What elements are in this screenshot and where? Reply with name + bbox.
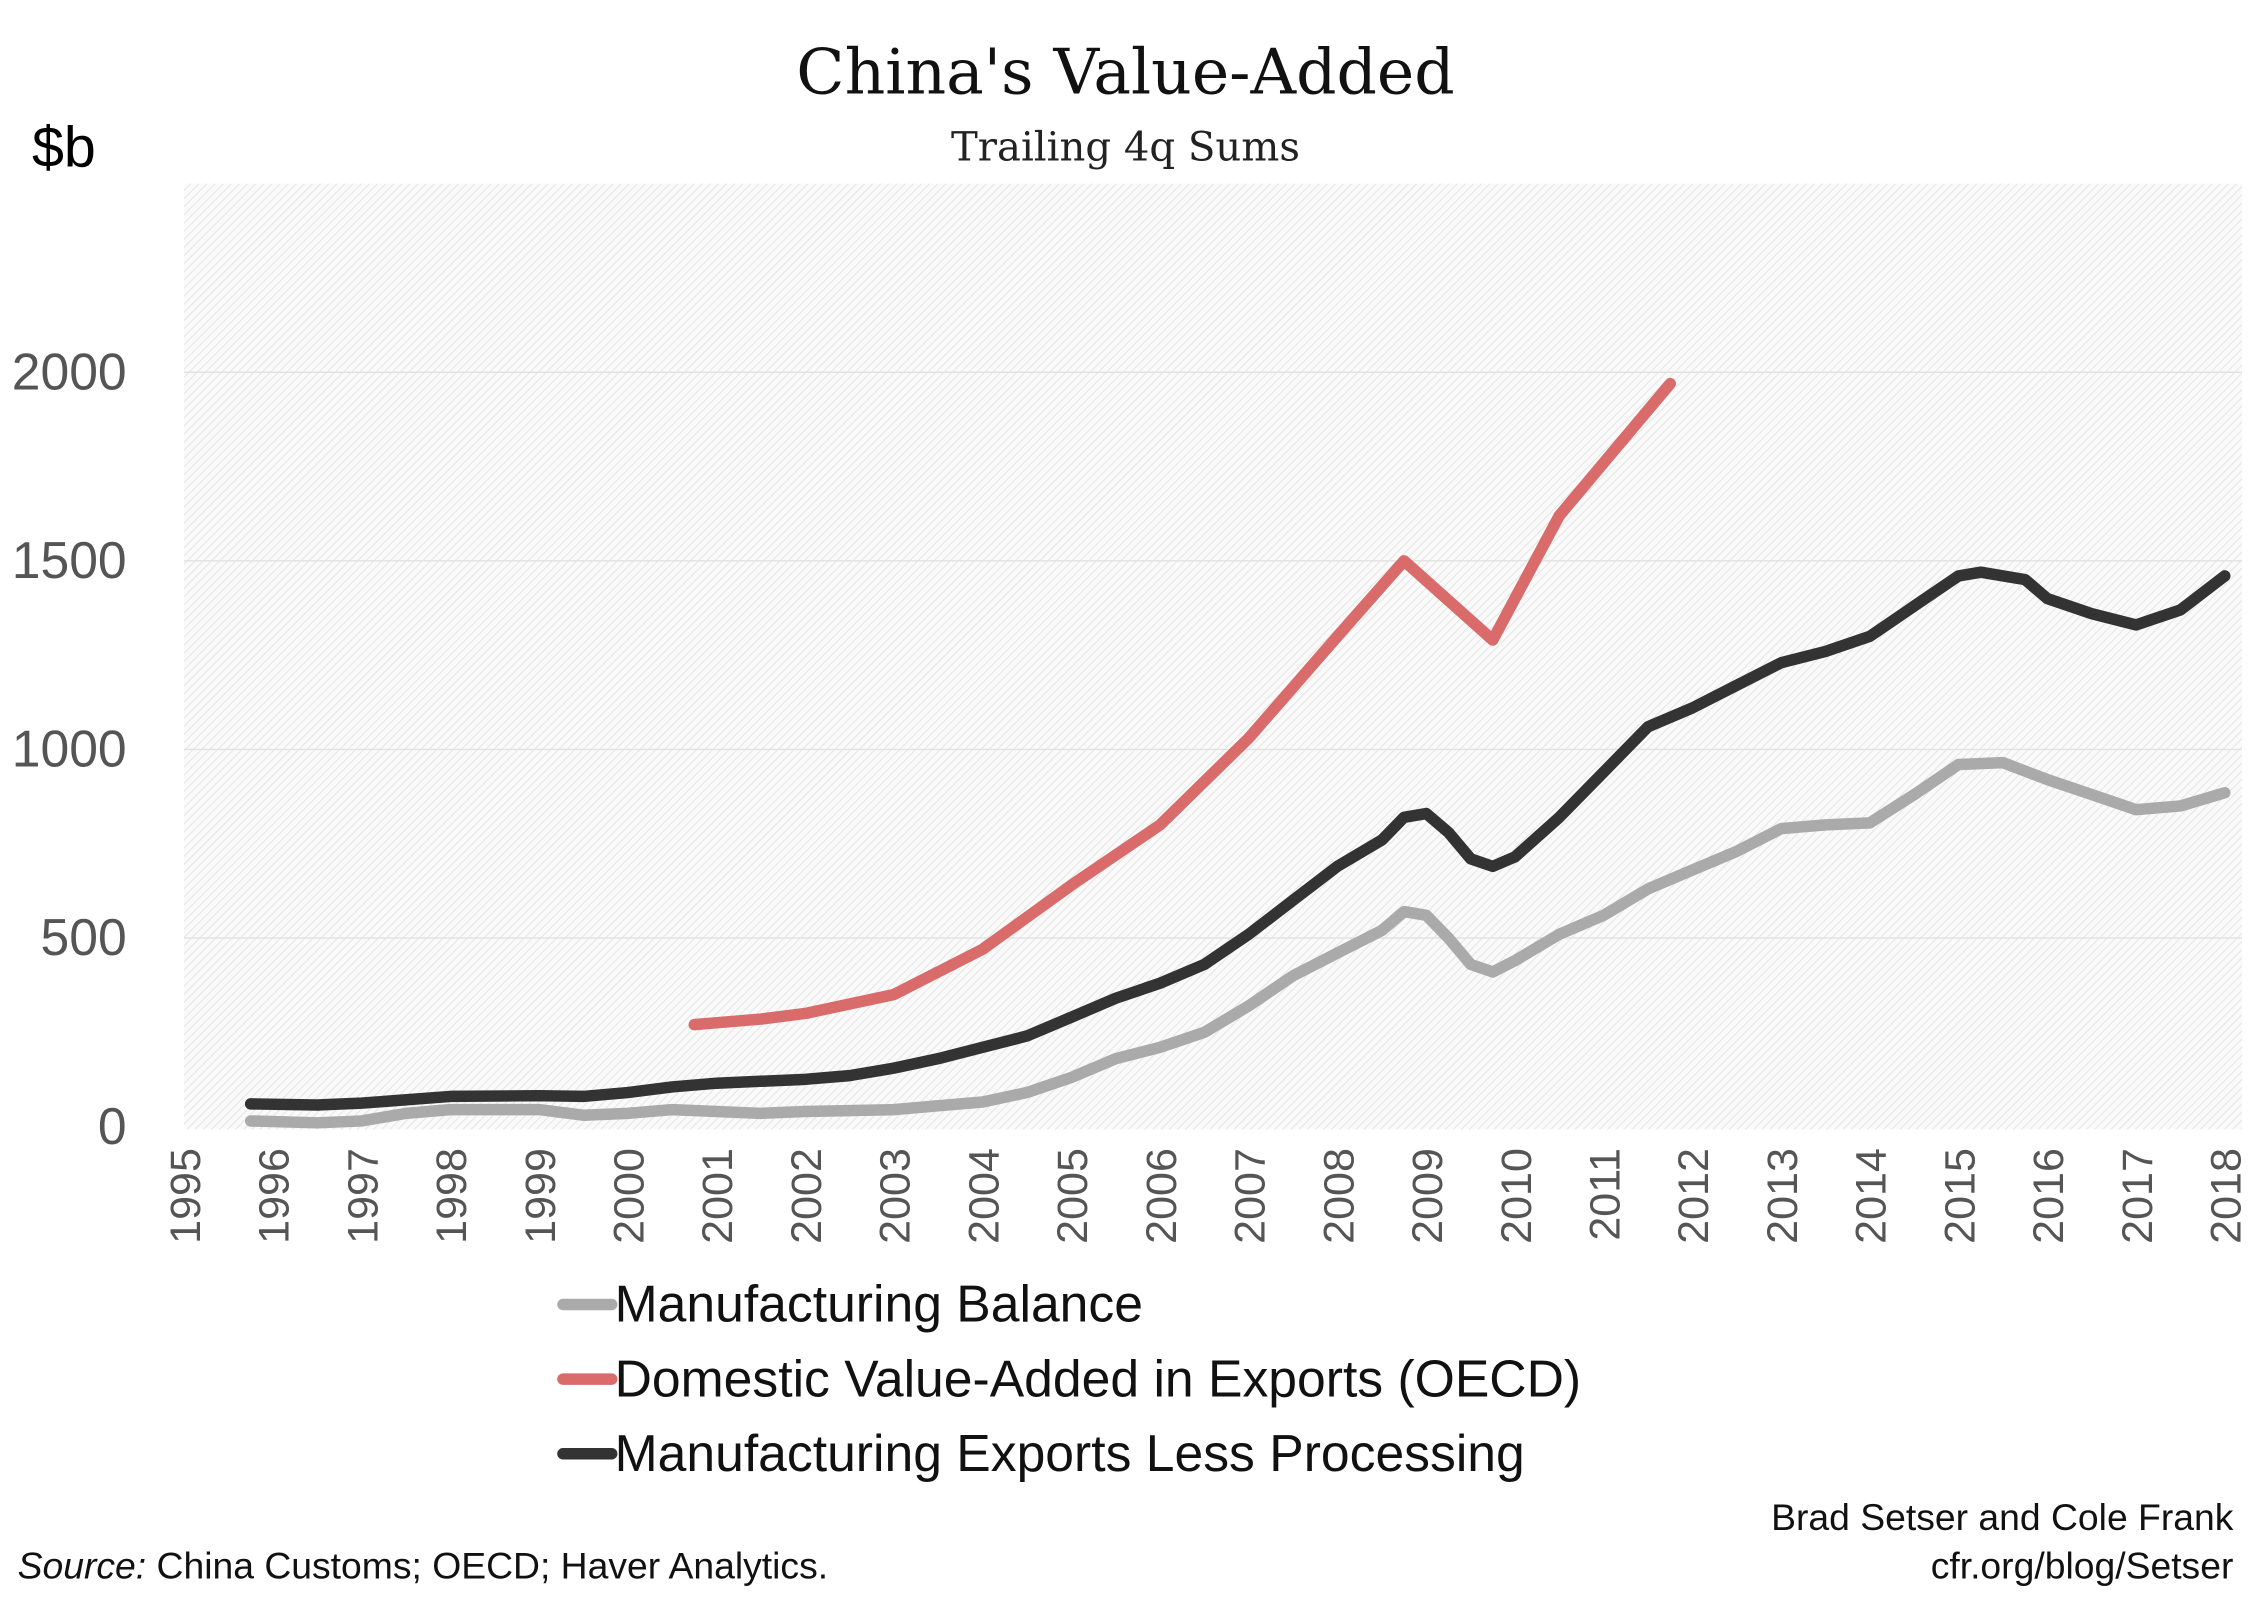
series-line-2 — [244, 566, 2231, 1111]
x-tick-label: 1999 — [517, 1148, 565, 1244]
source-label: Source: — [18, 1545, 147, 1587]
y-tick-label: 1500 — [12, 531, 127, 589]
legend-label: Manufacturing Balance — [615, 1275, 1143, 1333]
x-tick-label: 1995 — [162, 1148, 210, 1244]
x-tick-label: 2011 — [1581, 1148, 1629, 1241]
x-tick-label: 2008 — [1315, 1148, 1363, 1244]
y-tick-label: 0 — [98, 1097, 127, 1155]
x-tick-label: 2014 — [1848, 1148, 1896, 1244]
x-tick-label: 2007 — [1227, 1148, 1275, 1244]
series-line-0 — [244, 756, 2231, 1129]
x-tick-label: 2002 — [783, 1148, 831, 1244]
x-tick-label: 2009 — [1404, 1148, 1452, 1244]
x-tick-label: 1997 — [339, 1148, 387, 1244]
plot-area — [184, 183, 2243, 1130]
x-tick-label: 2012 — [1670, 1148, 1718, 1244]
x-tick-label: 1998 — [428, 1148, 476, 1244]
y-tick-label: 2000 — [12, 342, 127, 400]
y-tick-label: 1000 — [12, 720, 127, 778]
x-tick-label: 2018 — [2203, 1148, 2251, 1244]
source-note: Source: China Customs; OECD; Haver Analy… — [18, 1545, 828, 1587]
author-credit: Brad Setser and Cole Frank — [1771, 1496, 2234, 1538]
y-axis-unit: $b — [32, 115, 96, 179]
chart-title: China's Value-Added — [796, 34, 1454, 108]
x-tick-label: 2004 — [960, 1148, 1008, 1244]
legend-label: Domestic Value-Added in Exports (OECD) — [615, 1349, 1582, 1407]
chart-subtitle: Trailing 4q Sums — [951, 125, 1300, 171]
x-tick-label: 2000 — [605, 1148, 653, 1244]
x-tick-label: 2001 — [694, 1148, 742, 1244]
x-tick-label: 2005 — [1049, 1148, 1097, 1244]
x-tick-label: 2003 — [872, 1148, 920, 1244]
x-tick-label: 2010 — [1493, 1148, 1541, 1244]
x-tick-label: 2016 — [2025, 1148, 2073, 1244]
source-text: China Customs; OECD; Haver Analytics. — [146, 1545, 828, 1587]
x-tick-label: 2017 — [2114, 1148, 2162, 1244]
legend-label: Manufacturing Exports Less Processing — [615, 1424, 1525, 1482]
y-tick-label: 500 — [40, 908, 126, 966]
blog-url: cfr.org/blog/Setser — [1931, 1545, 2234, 1587]
x-tick-label: 2015 — [1936, 1148, 1984, 1244]
series-line-1 — [688, 377, 1677, 1031]
x-tick-label: 1996 — [251, 1148, 299, 1244]
x-tick-label: 2013 — [1759, 1148, 1807, 1244]
x-tick-label: 2006 — [1138, 1148, 1186, 1244]
